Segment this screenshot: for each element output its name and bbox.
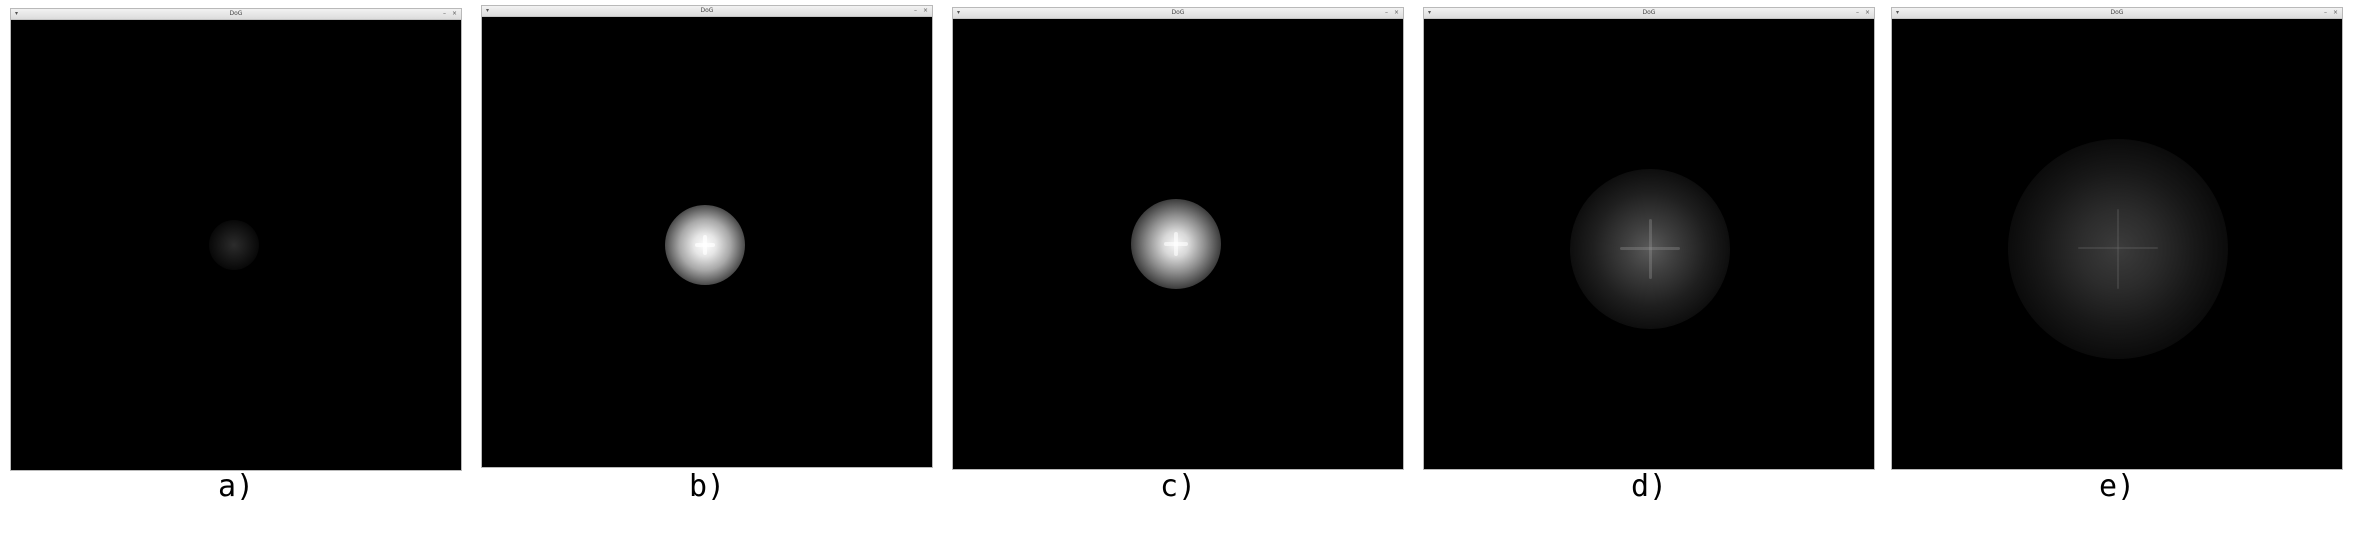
image-canvas	[953, 19, 1403, 469]
window-titlebar[interactable]: ▾ DoG – ×	[1424, 8, 1874, 19]
blob-cross-highlight	[703, 235, 707, 255]
minimize-icon[interactable]: –	[442, 10, 446, 17]
gaussian-blob	[209, 220, 259, 270]
image-canvas	[11, 20, 461, 470]
close-icon[interactable]: ×	[922, 7, 928, 14]
caption-b: b)	[688, 469, 726, 504]
image-window-e: ▾ DoG – ×	[1891, 7, 2343, 470]
gaussian-blob	[1570, 169, 1730, 329]
window-titlebar[interactable]: ▾ DoG – ×	[953, 8, 1403, 19]
blob-cross-highlight	[1649, 219, 1652, 279]
image-window-d: ▾ DoG – ×	[1423, 7, 1875, 470]
window-title: DoG	[1642, 9, 1656, 16]
image-canvas	[482, 17, 932, 467]
close-icon[interactable]: ×	[451, 10, 457, 17]
caption-d: d)	[1630, 469, 1668, 504]
minimize-icon[interactable]: –	[2323, 9, 2327, 16]
blob-cross-highlight	[1174, 232, 1178, 256]
caption-e: e)	[2098, 469, 2136, 504]
window-menu-icon[interactable]: ▾	[486, 7, 490, 14]
caption-a: a)	[217, 469, 255, 504]
image-window-a: ▾ DoG – ×	[10, 8, 462, 471]
window-title: DoG	[2110, 9, 2124, 16]
window-menu-icon[interactable]: ▾	[1896, 9, 1900, 16]
close-icon[interactable]: ×	[1393, 9, 1399, 16]
image-canvas	[1892, 19, 2342, 469]
blob-cross-highlight	[2078, 247, 2158, 249]
window-menu-icon[interactable]: ▾	[957, 9, 961, 16]
window-titlebar[interactable]: ▾ DoG – ×	[482, 6, 932, 17]
close-icon[interactable]: ×	[2332, 9, 2338, 16]
window-menu-icon[interactable]: ▾	[1428, 9, 1432, 16]
minimize-icon[interactable]: –	[913, 7, 917, 14]
image-window-c: ▾ DoG – ×	[952, 7, 1404, 470]
caption-c: c)	[1159, 469, 1197, 504]
blob-cross-highlight	[1620, 247, 1680, 250]
gaussian-blob	[2008, 139, 2228, 359]
window-title: DoG	[700, 7, 714, 14]
minimize-icon[interactable]: –	[1384, 9, 1388, 16]
minimize-icon[interactable]: –	[1855, 9, 1859, 16]
image-canvas	[1424, 19, 1874, 469]
blob-cross-highlight	[2117, 209, 2119, 289]
close-icon[interactable]: ×	[1864, 9, 1870, 16]
window-titlebar[interactable]: ▾ DoG – ×	[11, 9, 461, 20]
window-menu-icon[interactable]: ▾	[15, 10, 19, 17]
window-titlebar[interactable]: ▾ DoG – ×	[1892, 8, 2342, 19]
window-title: DoG	[1171, 9, 1185, 16]
image-window-b: ▾ DoG – ×	[481, 5, 933, 468]
window-title: DoG	[229, 10, 243, 17]
